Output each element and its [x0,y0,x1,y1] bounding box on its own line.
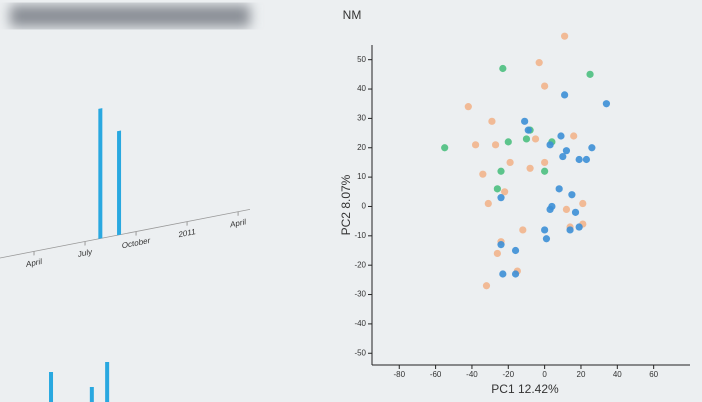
x-tick-label: 40 [613,370,622,379]
point [465,103,472,110]
point [557,132,564,139]
y-tick-label: -40 [354,319,366,328]
point [576,156,583,163]
point [497,194,504,201]
point [541,159,548,166]
y-tick-label: 10 [357,172,366,181]
y-tick-label: 30 [357,114,366,123]
point [499,270,506,277]
bar [105,362,109,402]
point [525,127,532,134]
point [579,200,586,207]
y-tick-label: 50 [357,55,366,64]
screen-photo: AprilJulyOctober2011April NM-80-60-40-20… [0,0,702,402]
point [512,247,519,254]
point [566,226,573,233]
point [523,135,530,142]
point [563,206,570,213]
point [521,118,528,125]
y-tick-label: -20 [354,260,366,269]
point [497,241,504,248]
x-axis-label: PC1 12.42% [491,382,559,396]
point [568,191,575,198]
point [497,168,504,175]
y-tick-label: 0 [362,202,367,211]
point [472,141,479,148]
point [536,59,543,66]
point [441,144,448,151]
chart-title: NM [343,8,362,22]
point [603,100,610,107]
x-tick-label: 0 [542,370,547,379]
bar [49,372,53,402]
point [526,165,533,172]
point [588,144,595,151]
y-tick-label: -10 [354,231,366,240]
y-tick-label: -50 [354,348,366,357]
point [543,235,550,242]
point [494,185,501,192]
x-tick-label: -80 [393,370,405,379]
point [483,282,490,289]
point [586,71,593,78]
point [499,65,506,72]
point [556,185,563,192]
x-tick-label: -60 [430,370,442,379]
point [494,250,501,257]
blurred-header [10,5,250,27]
point [541,83,548,90]
point [561,91,568,98]
point [492,141,499,148]
point [561,33,568,40]
point [541,226,548,233]
point [519,226,526,233]
point [546,206,553,213]
point [559,153,566,160]
point [546,141,553,148]
point [572,209,579,216]
bar [117,130,121,235]
bar [98,108,102,239]
point [505,138,512,145]
point [570,132,577,139]
point [488,118,495,125]
point [507,159,514,166]
point [479,171,486,178]
point [576,223,583,230]
x-tick-label: 60 [649,370,658,379]
point [512,270,519,277]
x-tick-label: -40 [466,370,478,379]
bar [90,387,94,402]
y-tick-label: 40 [357,84,366,93]
point [541,168,548,175]
x-tick-label: -20 [503,370,515,379]
point [532,135,539,142]
y-tick-label: -30 [354,290,366,299]
point [485,200,492,207]
y-axis-label: PC2 8.07% [339,174,353,235]
x-tick-label: 20 [577,370,586,379]
y-tick-label: 20 [357,143,366,152]
point [583,156,590,163]
